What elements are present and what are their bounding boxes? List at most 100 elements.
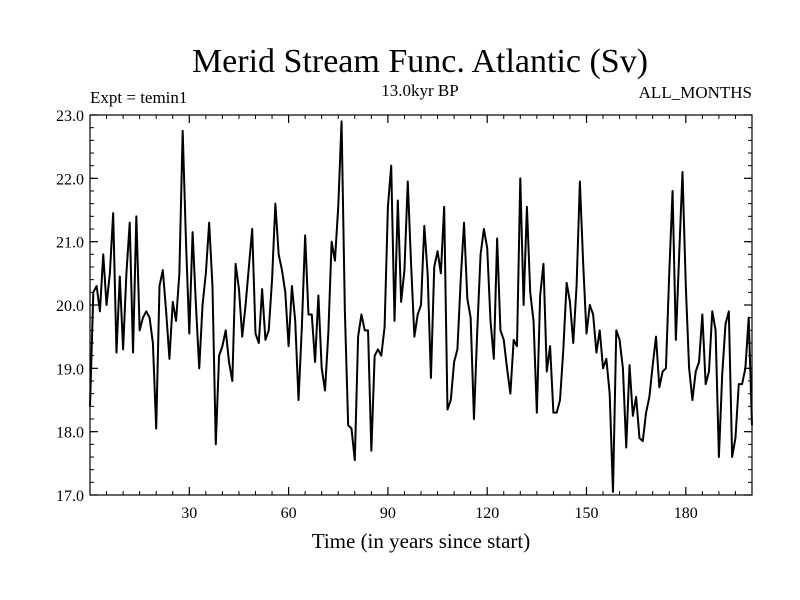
data-point bbox=[701, 313, 703, 316]
data-point bbox=[327, 332, 329, 335]
data-point bbox=[390, 165, 392, 167]
data-point bbox=[632, 415, 634, 417]
data-point bbox=[367, 329, 369, 331]
data-point bbox=[251, 228, 253, 230]
x-tick-label: 90 bbox=[380, 505, 396, 522]
data-point bbox=[695, 370, 697, 373]
data-point bbox=[165, 310, 167, 312]
data-point bbox=[413, 336, 415, 338]
x-tick-label: 30 bbox=[181, 505, 197, 522]
data-point bbox=[297, 399, 300, 401]
data-point bbox=[182, 130, 184, 132]
data-point bbox=[235, 263, 237, 265]
data-point bbox=[274, 203, 276, 205]
data-point bbox=[383, 326, 386, 328]
data-point bbox=[592, 313, 594, 316]
data-point bbox=[463, 222, 465, 224]
data-point bbox=[162, 269, 164, 271]
data-point bbox=[387, 206, 389, 208]
data-point bbox=[602, 367, 604, 369]
data-point bbox=[195, 304, 197, 306]
x-tick-label: 60 bbox=[281, 505, 297, 522]
months-label: ALL_MONTHS bbox=[639, 83, 752, 102]
data-point bbox=[635, 396, 637, 398]
x-axis: 30 60 90 120 150 180 bbox=[106, 115, 736, 522]
data-point bbox=[340, 120, 343, 122]
data-point bbox=[470, 317, 472, 319]
data-point bbox=[628, 364, 631, 366]
data-point bbox=[714, 329, 717, 331]
data-point bbox=[350, 427, 353, 430]
data-point bbox=[185, 241, 187, 243]
data-point bbox=[506, 367, 508, 369]
data-point bbox=[698, 361, 700, 363]
data-point bbox=[155, 427, 157, 430]
data-point bbox=[314, 361, 316, 363]
data-point bbox=[225, 329, 227, 331]
data-point bbox=[370, 450, 372, 452]
data-point bbox=[645, 412, 647, 414]
data-point bbox=[400, 301, 402, 303]
series-line bbox=[89, 120, 753, 493]
data-point bbox=[440, 272, 442, 274]
data-point bbox=[139, 329, 141, 331]
data-point bbox=[519, 177, 521, 179]
data-point bbox=[211, 285, 214, 287]
data-point bbox=[334, 260, 336, 262]
data-point bbox=[443, 206, 445, 208]
data-point bbox=[473, 418, 475, 420]
data-point bbox=[450, 399, 452, 401]
data-point bbox=[115, 351, 118, 354]
data-point bbox=[595, 351, 598, 354]
data-point bbox=[258, 342, 260, 344]
data-point bbox=[317, 294, 319, 297]
data-point bbox=[244, 304, 247, 306]
chart-subtitle: 13.0kyr BP bbox=[381, 81, 458, 100]
data-point bbox=[168, 358, 171, 360]
data-point bbox=[523, 304, 525, 306]
data-point bbox=[278, 253, 280, 255]
data-point bbox=[221, 345, 223, 347]
experiment-label: Expt = temin1 bbox=[90, 88, 187, 107]
data-point bbox=[652, 364, 654, 366]
data-point bbox=[575, 285, 578, 287]
data-point bbox=[158, 285, 161, 287]
data-point bbox=[738, 383, 740, 385]
data-point bbox=[599, 329, 601, 331]
data-point bbox=[268, 329, 270, 331]
data-point bbox=[516, 345, 518, 347]
data-point bbox=[344, 310, 346, 312]
data-point bbox=[585, 332, 588, 335]
data-point bbox=[503, 339, 505, 341]
data-point bbox=[456, 348, 459, 350]
x-tick-label: 120 bbox=[475, 505, 499, 522]
data-point bbox=[238, 288, 240, 290]
data-point bbox=[89, 405, 91, 407]
data-point bbox=[254, 332, 257, 335]
data-point bbox=[294, 320, 296, 322]
data-point bbox=[569, 301, 571, 303]
data-point bbox=[579, 180, 581, 183]
data-point bbox=[685, 285, 687, 287]
data-point bbox=[284, 291, 286, 293]
data-point bbox=[688, 367, 690, 369]
data-point bbox=[354, 459, 356, 461]
data-point bbox=[102, 253, 104, 255]
y-tick-label: 23.0 bbox=[56, 108, 84, 125]
data-point bbox=[741, 383, 743, 385]
data-point bbox=[433, 266, 435, 268]
data-point bbox=[453, 361, 455, 363]
data-point bbox=[321, 367, 323, 369]
data-point bbox=[307, 313, 310, 316]
data-point bbox=[271, 279, 273, 281]
data-point bbox=[509, 393, 511, 395]
data-point bbox=[324, 389, 326, 392]
data-point bbox=[622, 367, 624, 369]
data-point bbox=[403, 269, 406, 271]
data-point bbox=[658, 386, 660, 388]
data-point bbox=[728, 310, 730, 312]
data-point bbox=[96, 285, 98, 287]
data-point bbox=[731, 456, 733, 458]
data-point bbox=[460, 279, 462, 281]
